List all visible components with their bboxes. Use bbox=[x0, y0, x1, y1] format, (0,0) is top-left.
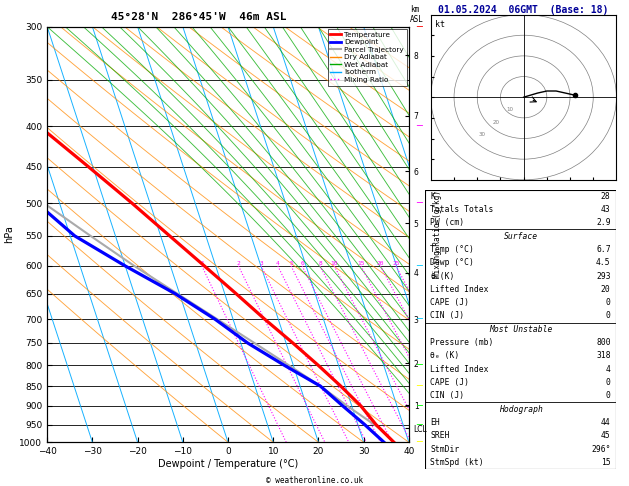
Text: 4.5: 4.5 bbox=[596, 258, 611, 267]
Text: Temp (°C): Temp (°C) bbox=[430, 245, 474, 254]
Text: EH: EH bbox=[430, 418, 440, 427]
Text: 10: 10 bbox=[506, 107, 513, 112]
Text: 43: 43 bbox=[601, 205, 611, 214]
Text: ─: ─ bbox=[416, 261, 422, 271]
Text: 20: 20 bbox=[377, 261, 384, 266]
X-axis label: Dewpoint / Temperature (°C): Dewpoint / Temperature (°C) bbox=[158, 459, 298, 469]
Text: 30: 30 bbox=[478, 132, 486, 137]
Text: StmDir: StmDir bbox=[430, 445, 460, 453]
Text: 44: 44 bbox=[601, 418, 611, 427]
Text: 15: 15 bbox=[357, 261, 365, 266]
Text: Pressure (mb): Pressure (mb) bbox=[430, 338, 494, 347]
Text: 4: 4 bbox=[276, 261, 280, 266]
Text: K: K bbox=[430, 191, 435, 201]
Text: ─: ─ bbox=[416, 419, 422, 430]
Text: 296°: 296° bbox=[591, 445, 611, 453]
Text: ─: ─ bbox=[416, 198, 422, 208]
Text: 25: 25 bbox=[392, 261, 399, 266]
Text: CIN (J): CIN (J) bbox=[430, 391, 464, 400]
Text: Surface: Surface bbox=[503, 232, 538, 241]
Text: 0: 0 bbox=[606, 378, 611, 387]
Text: ─: ─ bbox=[416, 401, 422, 411]
Y-axis label: hPa: hPa bbox=[4, 226, 14, 243]
Text: ─: ─ bbox=[416, 381, 422, 391]
Text: 28: 28 bbox=[601, 191, 611, 201]
Text: θₑ (K): θₑ (K) bbox=[430, 351, 460, 361]
Text: 0: 0 bbox=[606, 298, 611, 307]
Text: CIN (J): CIN (J) bbox=[430, 312, 464, 320]
Text: Most Unstable: Most Unstable bbox=[489, 325, 552, 334]
Text: ─: ─ bbox=[416, 314, 422, 324]
Text: PW (cm): PW (cm) bbox=[430, 218, 464, 227]
Text: ─: ─ bbox=[416, 22, 422, 32]
Text: 0: 0 bbox=[606, 312, 611, 320]
Text: 6: 6 bbox=[300, 261, 304, 266]
Text: Totals Totals: Totals Totals bbox=[430, 205, 494, 214]
Text: 4: 4 bbox=[606, 364, 611, 374]
Text: 0: 0 bbox=[606, 391, 611, 400]
Text: 20: 20 bbox=[493, 120, 499, 124]
Text: ─: ─ bbox=[416, 121, 422, 131]
Legend: Temperature, Dewpoint, Parcel Trajectory, Dry Adiabat, Wet Adiabat, Isotherm, Mi: Temperature, Dewpoint, Parcel Trajectory… bbox=[328, 29, 407, 86]
Text: km
ASL: km ASL bbox=[410, 5, 424, 24]
Text: 10: 10 bbox=[330, 261, 338, 266]
Text: © weatheronline.co.uk: © weatheronline.co.uk bbox=[266, 476, 363, 485]
Text: kt: kt bbox=[435, 19, 445, 29]
Text: CAPE (J): CAPE (J) bbox=[430, 378, 469, 387]
Text: ─: ─ bbox=[416, 437, 422, 447]
Text: Hodograph: Hodograph bbox=[499, 405, 542, 414]
Text: 2: 2 bbox=[237, 261, 240, 266]
Text: 20: 20 bbox=[601, 285, 611, 294]
Text: 800: 800 bbox=[596, 338, 611, 347]
Text: Lifted Index: Lifted Index bbox=[430, 364, 489, 374]
Text: 01.05.2024  06GMT  (Base: 18): 01.05.2024 06GMT (Base: 18) bbox=[438, 4, 609, 15]
Text: 2.9: 2.9 bbox=[596, 218, 611, 227]
Text: 45°28'N  286°45'W  46m ASL: 45°28'N 286°45'W 46m ASL bbox=[111, 12, 287, 22]
Text: 15: 15 bbox=[601, 458, 611, 467]
Text: Dewp (°C): Dewp (°C) bbox=[430, 258, 474, 267]
Text: Mixing Ratio (g/kg): Mixing Ratio (g/kg) bbox=[433, 191, 442, 278]
Text: 5: 5 bbox=[289, 261, 293, 266]
Text: 318: 318 bbox=[596, 351, 611, 361]
Text: 293: 293 bbox=[596, 272, 611, 280]
Text: StmSpd (kt): StmSpd (kt) bbox=[430, 458, 484, 467]
Text: 3: 3 bbox=[259, 261, 263, 266]
Text: 6.7: 6.7 bbox=[596, 245, 611, 254]
Text: Lifted Index: Lifted Index bbox=[430, 285, 489, 294]
Text: θₑ(K): θₑ(K) bbox=[430, 272, 455, 280]
Text: CAPE (J): CAPE (J) bbox=[430, 298, 469, 307]
Text: 45: 45 bbox=[601, 431, 611, 440]
Text: SREH: SREH bbox=[430, 431, 450, 440]
Text: ─: ─ bbox=[416, 360, 422, 370]
Text: 8: 8 bbox=[318, 261, 322, 266]
Text: 1: 1 bbox=[200, 261, 204, 266]
